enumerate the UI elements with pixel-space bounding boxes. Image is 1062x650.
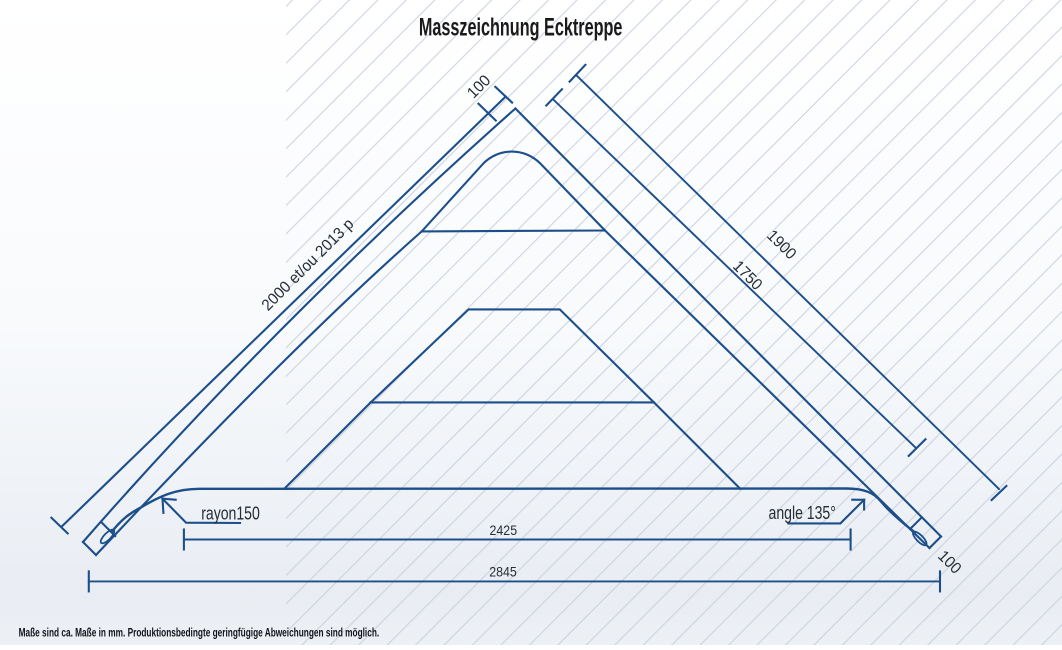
svg-text:Maße sind ca. Maße in mm. Prod: Maße sind ca. Maße in mm. Produktionsbed… — [19, 627, 380, 640]
svg-text:2425: 2425 — [490, 522, 518, 538]
svg-text:angle 135°: angle 135° — [769, 503, 836, 523]
svg-text:rayon150: rayon150 — [201, 504, 260, 524]
svg-text:Masszeichnung Ecktreppe: Masszeichnung Ecktreppe — [419, 14, 623, 41]
svg-text:2845: 2845 — [489, 564, 517, 580]
